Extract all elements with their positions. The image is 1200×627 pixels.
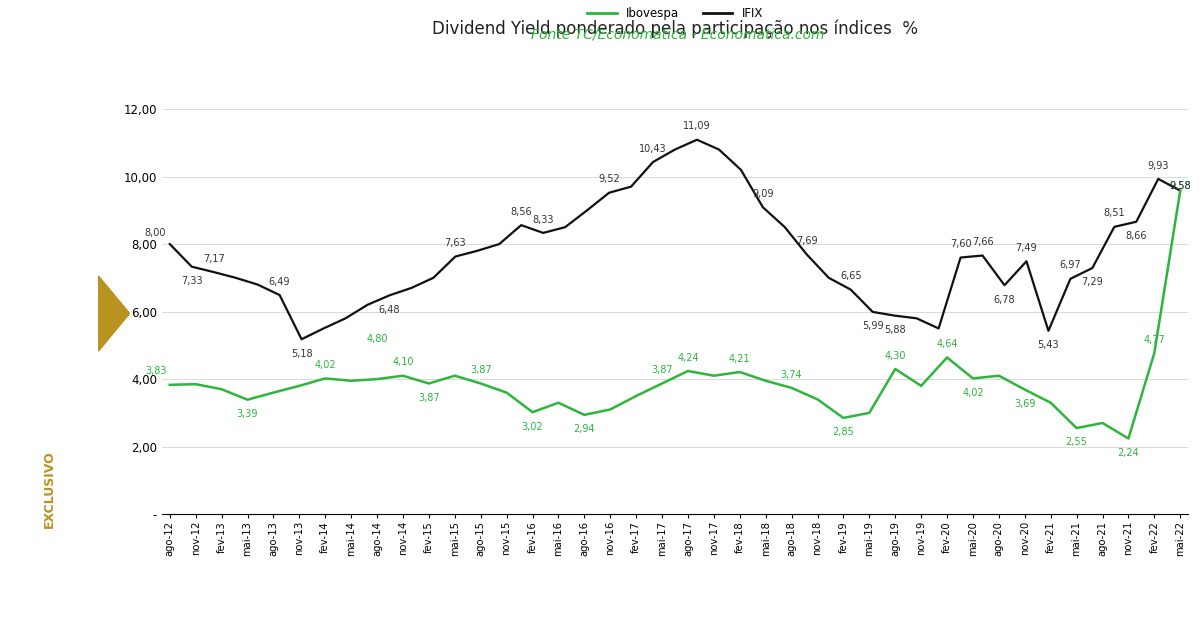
Text: 2,55: 2,55 <box>1066 438 1087 448</box>
Text: 9,52: 9,52 <box>599 174 620 184</box>
Text: 6,48: 6,48 <box>379 305 400 315</box>
Text: 7,63: 7,63 <box>444 238 466 248</box>
Text: 8,51: 8,51 <box>1104 209 1126 218</box>
Text: 4,10: 4,10 <box>392 357 414 367</box>
Text: 3,83: 3,83 <box>145 367 167 376</box>
Text: 4,24: 4,24 <box>677 352 698 362</box>
Text: 7,66: 7,66 <box>972 237 994 247</box>
Text: 6,65: 6,65 <box>840 271 862 282</box>
Text: Fonte TC/Economatica - Economatica.com: Fonte TC/Economatica - Economatica.com <box>532 28 824 41</box>
Text: 3,74: 3,74 <box>781 369 803 379</box>
Text: 4,21: 4,21 <box>728 354 750 364</box>
Text: 8,33: 8,33 <box>533 214 554 224</box>
Text: 8,56: 8,56 <box>510 207 532 217</box>
Text: 11,09: 11,09 <box>683 122 710 132</box>
Text: ✦  €  ✦: ✦ € ✦ <box>24 62 74 76</box>
Text: 6,49: 6,49 <box>269 277 290 287</box>
Text: 5,18: 5,18 <box>290 349 312 359</box>
Text: 7,60: 7,60 <box>949 240 971 249</box>
Text: 4,02: 4,02 <box>314 360 336 370</box>
Text: 4,77: 4,77 <box>1144 335 1165 345</box>
Text: 4,30: 4,30 <box>884 350 906 361</box>
Text: 3,02: 3,02 <box>522 421 544 431</box>
Text: 2,85: 2,85 <box>833 428 854 438</box>
Text: 4,80: 4,80 <box>366 334 388 344</box>
Text: 6,78: 6,78 <box>994 295 1015 305</box>
Text: ESTUDO: ESTUDO <box>43 361 55 417</box>
Text: 8,00: 8,00 <box>144 228 166 238</box>
Text: 7,49: 7,49 <box>1015 243 1037 253</box>
Text: 9,58: 9,58 <box>1170 181 1192 191</box>
Text: 7,69: 7,69 <box>796 236 817 246</box>
Text: 3,87: 3,87 <box>470 365 492 375</box>
Text: 9,09: 9,09 <box>752 189 774 199</box>
Text: 4,64: 4,64 <box>936 339 958 349</box>
Text: 3,39: 3,39 <box>236 409 258 419</box>
Text: EXCLUSIVO: EXCLUSIVO <box>43 450 55 528</box>
Text: 4,02: 4,02 <box>962 388 984 398</box>
Title: Dividend Yield ponderado pela participação nos índices  %: Dividend Yield ponderado pela participaç… <box>432 19 918 38</box>
Text: 3,69: 3,69 <box>1014 399 1036 409</box>
Text: 2,24: 2,24 <box>1117 448 1139 458</box>
Text: 7,17: 7,17 <box>203 254 224 264</box>
Text: 3,87: 3,87 <box>652 365 673 375</box>
Text: 7,29: 7,29 <box>1081 278 1103 287</box>
Text: 5,99: 5,99 <box>862 322 883 331</box>
Text: 10,43: 10,43 <box>640 144 667 154</box>
Legend: Ibovespa, IFIX: Ibovespa, IFIX <box>582 2 768 24</box>
Text: 3,87: 3,87 <box>418 393 439 403</box>
Text: 9,58: 9,58 <box>1170 181 1192 191</box>
Text: 5,88: 5,88 <box>884 325 906 335</box>
Text: 8,66: 8,66 <box>1126 231 1147 241</box>
Text: 2,94: 2,94 <box>574 424 595 435</box>
Text: 5,43: 5,43 <box>1038 340 1060 350</box>
Text: 9,93: 9,93 <box>1147 161 1169 171</box>
Polygon shape <box>98 276 130 351</box>
Text: 7,33: 7,33 <box>181 276 203 286</box>
Text: 6,97: 6,97 <box>1060 260 1081 270</box>
